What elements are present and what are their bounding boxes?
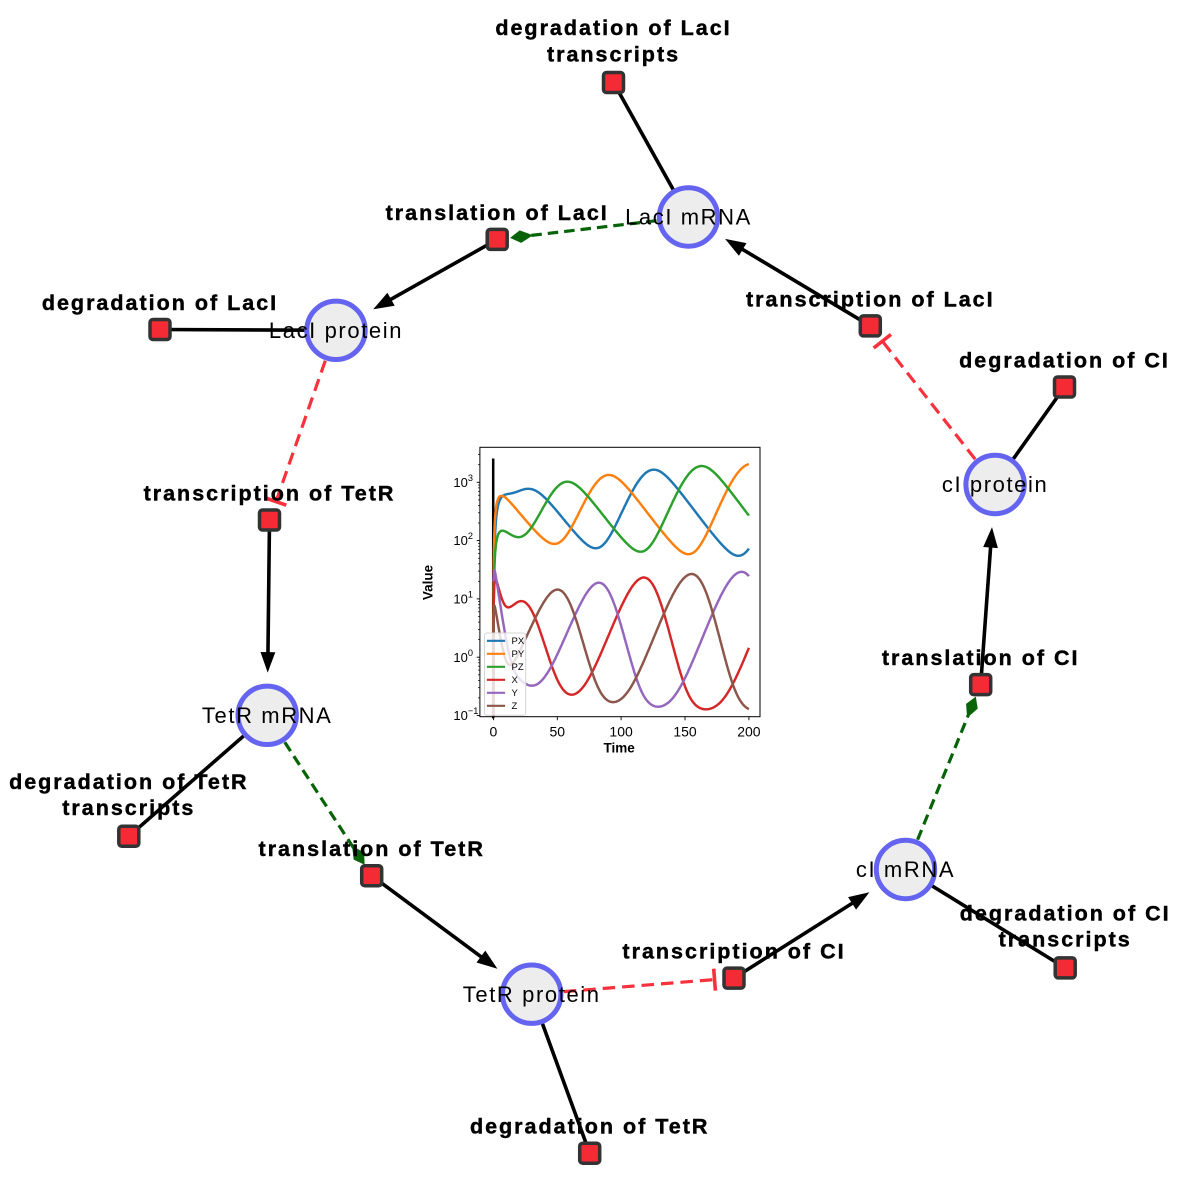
svg-text:cI mRNA: cI mRNA (856, 857, 955, 882)
svg-text:cI protein: cI protein (942, 472, 1049, 497)
svg-text:TetR protein: TetR protein (463, 982, 601, 1007)
svg-text:10−1: 10−1 (453, 706, 478, 723)
svg-text:degradation of LacI: degradation of LacI (495, 16, 731, 40)
svg-text:Time: Time (603, 741, 635, 756)
svg-text:X: X (512, 675, 519, 686)
svg-text:102: 102 (453, 531, 473, 548)
svg-text:103: 103 (453, 473, 473, 490)
svg-text:LacI protein: LacI protein (269, 318, 403, 343)
svg-text:transcripts: transcripts (62, 796, 195, 820)
svg-text:100: 100 (609, 723, 633, 739)
svg-text:translation of CI: translation of CI (882, 646, 1080, 670)
svg-text:Y: Y (512, 688, 519, 699)
svg-text:transcripts: transcripts (999, 928, 1132, 952)
svg-text:transcripts: transcripts (547, 42, 680, 66)
svg-text:PY: PY (512, 649, 525, 660)
svg-text:LacI mRNA: LacI mRNA (625, 205, 752, 230)
svg-text:Z: Z (512, 701, 518, 712)
svg-text:PX: PX (512, 636, 525, 647)
svg-text:degradation of CI: degradation of CI (959, 349, 1170, 373)
svg-text:50: 50 (550, 723, 566, 739)
svg-text:Value: Value (421, 564, 436, 600)
svg-text:translation of TetR: translation of TetR (259, 837, 485, 861)
svg-text:TetR mRNA: TetR mRNA (202, 703, 333, 728)
svg-text:transcription of LacI: transcription of LacI (746, 287, 995, 311)
svg-text:0: 0 (490, 723, 498, 739)
svg-text:100: 100 (453, 648, 473, 665)
svg-text:degradation of LacI: degradation of LacI (42, 291, 278, 315)
svg-text:200: 200 (737, 723, 761, 739)
svg-text:transcription of CI: transcription of CI (622, 940, 845, 964)
svg-text:150: 150 (673, 723, 697, 739)
svg-text:transcription of TetR: transcription of TetR (144, 482, 396, 506)
svg-text:degradation of CI: degradation of CI (960, 901, 1171, 925)
svg-text:101: 101 (453, 590, 473, 607)
svg-text:translation of LacI: translation of LacI (386, 201, 609, 225)
svg-text:degradation of TetR: degradation of TetR (470, 1115, 709, 1139)
svg-text:degradation of TetR: degradation of TetR (9, 770, 248, 794)
svg-text:PZ: PZ (512, 662, 524, 673)
